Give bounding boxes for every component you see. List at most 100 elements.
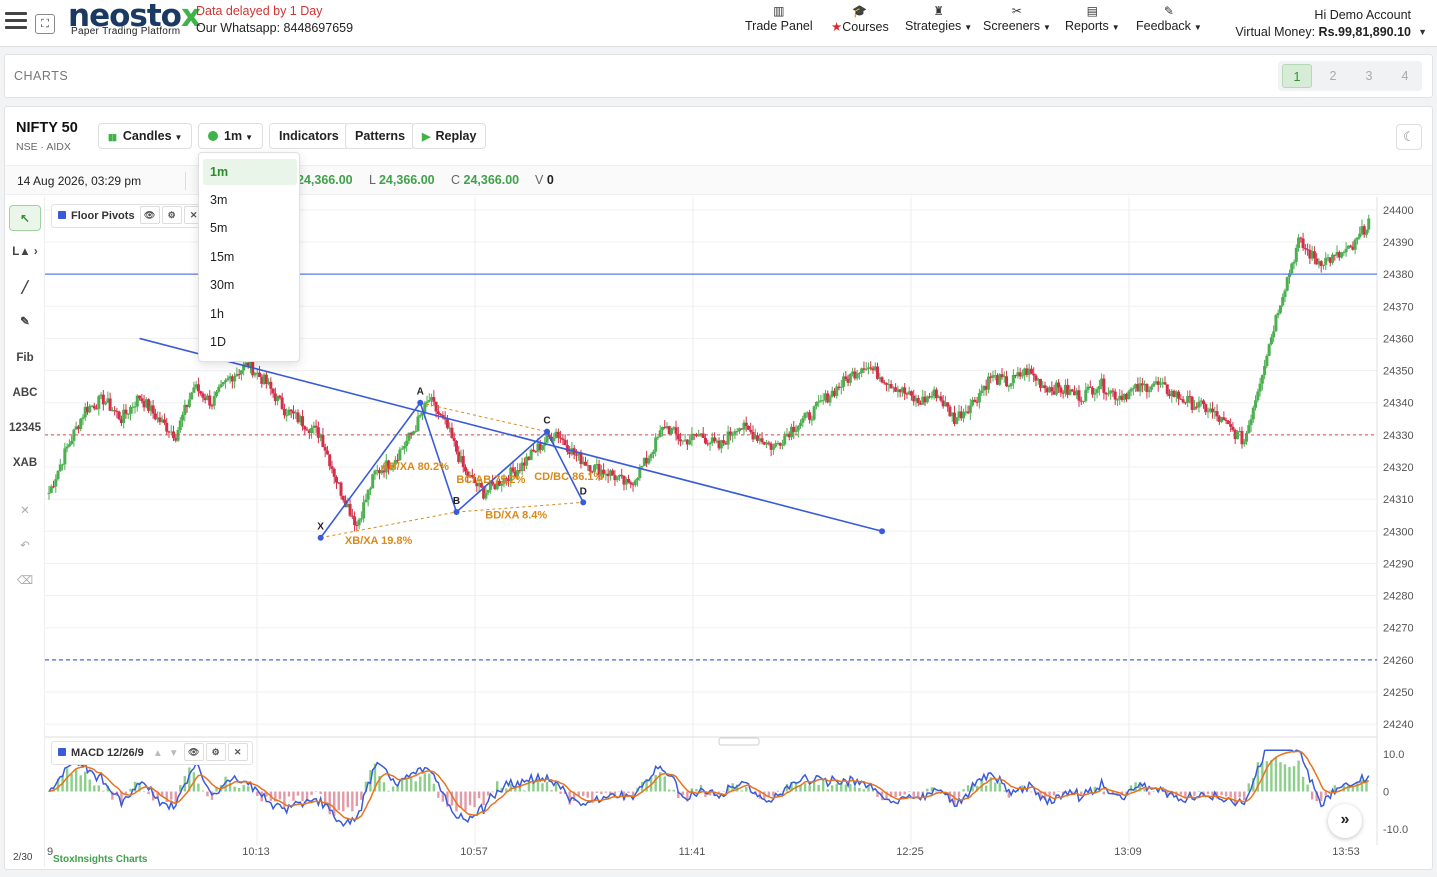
- candle-body: [853, 371, 857, 379]
- nav-feedback[interactable]: ✎ Feedback ▼: [1136, 4, 1202, 33]
- candle-body: [371, 474, 375, 489]
- macd-histogram-bar: [423, 773, 426, 792]
- chart-type-button[interactable]: ▮▮ Candles ▼: [98, 123, 193, 149]
- pattern-ratio-label: XB/XA 19.8%: [345, 535, 413, 547]
- candle-body: [959, 411, 963, 419]
- candle-body: [1267, 344, 1271, 356]
- candle-body: [436, 411, 440, 414]
- candle-body: [1258, 383, 1262, 392]
- layout-tab-2[interactable]: 2: [1329, 69, 1337, 83]
- macd-histogram-bar: [1238, 791, 1241, 798]
- interval-option-1h[interactable]: 1h: [210, 307, 224, 321]
- candle-body: [384, 460, 388, 473]
- candle-body: [1324, 257, 1328, 265]
- caret-down-icon[interactable]: ▼: [1418, 27, 1427, 37]
- candle-body: [289, 409, 293, 412]
- candle-body: [556, 431, 560, 438]
- nav-screeners[interactable]: ✂ Screeners ▼: [983, 4, 1051, 33]
- remove-drawing-icon[interactable]: ✕: [20, 505, 30, 517]
- settings-icon[interactable]: ⚙: [205, 743, 226, 761]
- macd-histogram-bar: [1292, 766, 1296, 792]
- candle-body: [828, 396, 832, 403]
- candle-body: [160, 419, 164, 423]
- candle-body: [334, 476, 338, 483]
- candle-body: [1111, 390, 1115, 392]
- macd-histogram-bar: [948, 791, 952, 803]
- candle-body: [760, 438, 764, 443]
- candle-body: [1251, 407, 1255, 420]
- interval-option-30m[interactable]: 30m: [210, 278, 235, 292]
- candle-body: [1349, 245, 1353, 247]
- interval-option-15m[interactable]: 15m: [210, 250, 235, 264]
- candle-body: [491, 481, 495, 485]
- fullscreen-icon[interactable]: ⛶: [35, 14, 55, 34]
- nav-trade-panel[interactable]: ▥ Trade Panel: [745, 4, 813, 33]
- pencil-tool[interactable]: ✎: [20, 316, 30, 328]
- scroll-to-latest-button[interactable]: »: [1328, 804, 1362, 838]
- interval-option-5m[interactable]: 5m: [210, 221, 228, 235]
- pattern-ratio-line: [420, 402, 548, 433]
- pattern-ratio-label: BC/AB 75.2%: [456, 474, 525, 486]
- close-icon[interactable]: ✕: [227, 743, 248, 761]
- candle-body: [656, 436, 660, 438]
- layout-tab-1[interactable]: 1: [1282, 64, 1312, 88]
- settings-icon[interactable]: ⚙: [161, 206, 182, 224]
- elliott-wave-tool[interactable]: 12345: [9, 422, 41, 434]
- candle-body: [502, 477, 506, 484]
- candle-body: [848, 373, 852, 383]
- candle-body: [568, 451, 572, 455]
- macd-histogram-bar: [994, 782, 997, 792]
- macd-histogram-bar: [844, 784, 848, 792]
- macd-histogram-bar: [523, 790, 526, 792]
- eye-icon[interactable]: 👁: [183, 743, 204, 761]
- line-tools-menu[interactable]: L▲ ›: [12, 246, 38, 258]
- erase-all-icon[interactable]: ⌫: [16, 575, 34, 587]
- candle-body: [301, 416, 305, 427]
- macd-histogram-bar: [586, 791, 589, 798]
- cursor-tool[interactable]: ↖: [9, 205, 41, 231]
- indicators-button[interactable]: Indicators: [269, 123, 349, 149]
- candle-body: [210, 405, 214, 407]
- nav-reports[interactable]: ▤ Reports ▼: [1065, 4, 1120, 33]
- candle-body: [497, 480, 501, 486]
- move-up-icon[interactable]: ▲: [152, 748, 163, 759]
- interval-button[interactable]: 1m ▼: [198, 123, 263, 149]
- study-chip-floor-pivots[interactable]: Floor Pivots 👁 ⚙ ✕: [51, 204, 205, 228]
- macd-histogram-bar: [446, 791, 449, 807]
- abc-pattern-tool[interactable]: ABC: [12, 387, 38, 399]
- candle-body: [966, 411, 970, 414]
- replay-button[interactable]: ▶ Replay: [412, 123, 487, 149]
- nav-strategies[interactable]: ♜ Strategies ▼: [905, 4, 973, 33]
- interval-option-1D[interactable]: 1D: [210, 335, 226, 349]
- macd-histogram-bar: [1256, 762, 1260, 792]
- hamburger-menu-icon[interactable]: [5, 12, 27, 32]
- patterns-button[interactable]: Patterns: [345, 123, 416, 149]
- candle-body: [47, 492, 51, 494]
- candle-body: [525, 456, 529, 466]
- price-axis-label: 24330: [1383, 430, 1414, 442]
- move-down-icon[interactable]: ▼: [168, 748, 179, 759]
- nav-courses[interactable]: 🎓 ★Courses: [831, 4, 889, 34]
- undo-icon[interactable]: ↶: [20, 540, 30, 552]
- layout-tab-3[interactable]: 3: [1365, 69, 1373, 83]
- interval-option-3m[interactable]: 3m: [210, 193, 228, 207]
- xab-pattern-tool[interactable]: XAB: [12, 457, 38, 469]
- trend-line-tool[interactable]: ╱: [21, 282, 29, 294]
- fib-tool[interactable]: Fib: [16, 352, 34, 364]
- account-menu[interactable]: Hi Demo Account Virtual Money: Rs.99,81,…: [1235, 8, 1411, 39]
- candle-body: [475, 483, 479, 487]
- candle-body: [821, 400, 825, 402]
- interval-option-1m[interactable]: 1m: [203, 159, 297, 185]
- theme-toggle-icon[interactable]: ☾: [1396, 124, 1422, 150]
- macd-histogram-bar: [1052, 791, 1056, 796]
- symbol-name[interactable]: NIFTY 50: [16, 120, 78, 136]
- candle-body: [810, 419, 814, 421]
- layout-tab-4[interactable]: 4: [1401, 69, 1409, 83]
- pattern-point: [453, 509, 460, 515]
- candle-body: [117, 411, 121, 420]
- candle-body: [400, 448, 404, 450]
- macd-histogram-bar: [998, 782, 1001, 792]
- logo[interactable]: neostox: [68, 0, 201, 34]
- study-chip-macd[interactable]: MACD 12/26/9 ▲ ▼ 👁 ⚙ ✕: [51, 741, 253, 765]
- eye-icon[interactable]: 👁: [139, 206, 160, 224]
